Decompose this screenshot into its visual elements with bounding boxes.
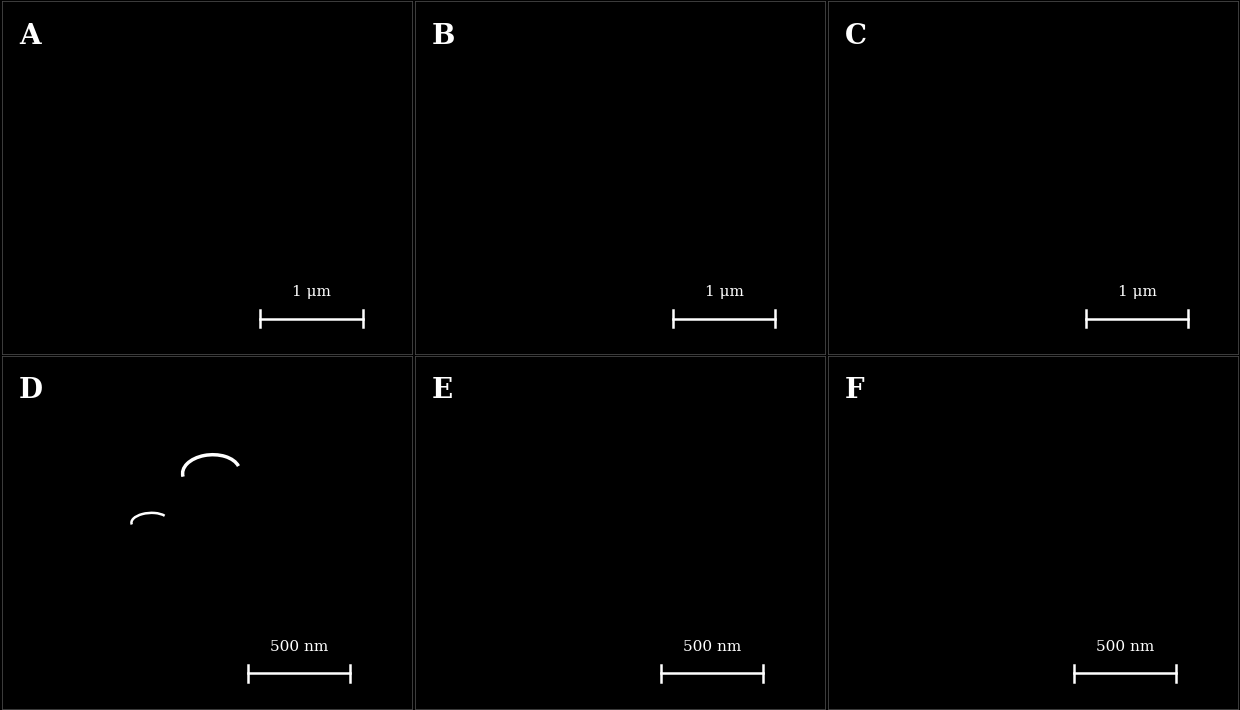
Text: 500 nm: 500 nm: [683, 640, 742, 654]
Text: B: B: [432, 23, 455, 50]
Text: C: C: [844, 23, 867, 50]
Text: 500 nm: 500 nm: [270, 640, 329, 654]
Text: F: F: [844, 377, 864, 404]
Text: A: A: [19, 23, 41, 50]
Text: E: E: [432, 377, 453, 404]
Text: 1 μm: 1 μm: [291, 285, 331, 300]
Text: 1 μm: 1 μm: [704, 285, 744, 300]
Text: 500 nm: 500 nm: [1096, 640, 1154, 654]
Text: 1 μm: 1 μm: [1117, 285, 1157, 300]
Text: D: D: [19, 377, 43, 404]
